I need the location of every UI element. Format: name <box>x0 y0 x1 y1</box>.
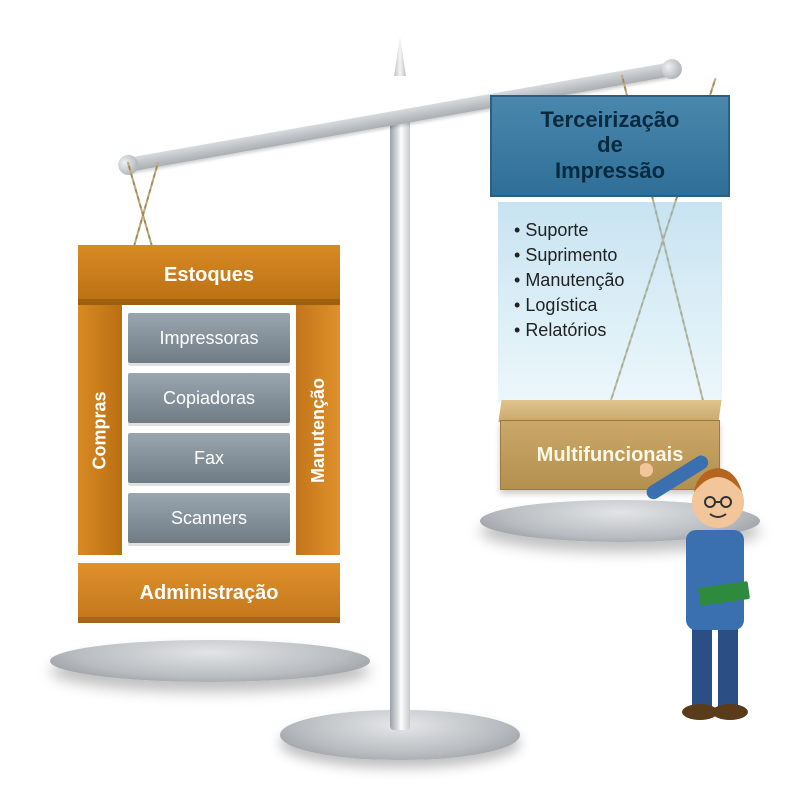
left-side-left-label: Compras <box>90 391 111 469</box>
left-side-compras: Compras <box>78 305 122 555</box>
scale-pole <box>390 110 410 730</box>
row-impressoras: Impressoras <box>128 313 290 363</box>
bullet-suprimento: Suprimento <box>514 245 706 266</box>
row-fax: Fax <box>128 433 290 483</box>
scale-pan-left <box>50 640 370 682</box>
bullet-relatorios: Relatórios <box>514 320 706 341</box>
left-rows: Impressoras Copiadoras Fax Scanners <box>128 313 290 553</box>
multi-box-lid <box>498 400 721 422</box>
right-title-line1: Terceirização <box>500 107 720 132</box>
left-top-block: Estoques <box>78 245 340 305</box>
bullet-logistica: Logística <box>514 295 706 316</box>
left-side-manutencao: Manutenção <box>296 305 340 555</box>
scale-pole-tip <box>394 36 406 76</box>
row-scanners: Scanners <box>128 493 290 543</box>
bullet-manutencao: Manutenção <box>514 270 706 291</box>
left-side-right-label: Manutenção <box>308 377 329 482</box>
right-bullets-panel: Suporte Suprimento Manutenção Logística … <box>498 202 722 402</box>
right-title-box: Terceirização de Impressão <box>490 95 730 197</box>
right-bullet-list: Suporte Suprimento Manutenção Logística … <box>514 220 706 341</box>
left-bottom-block: Administração <box>78 563 340 623</box>
right-title-line2: de <box>500 132 720 157</box>
bullet-suporte: Suporte <box>514 220 706 241</box>
presenter-person-icon <box>640 420 790 730</box>
balance-infographic: Estoques Compras Manutenção Impressoras … <box>0 0 800 800</box>
left-stack: Estoques Compras Manutenção Impressoras … <box>78 245 340 305</box>
row-copiadoras: Copiadoras <box>128 373 290 423</box>
right-title-line3: Impressão <box>500 158 720 183</box>
